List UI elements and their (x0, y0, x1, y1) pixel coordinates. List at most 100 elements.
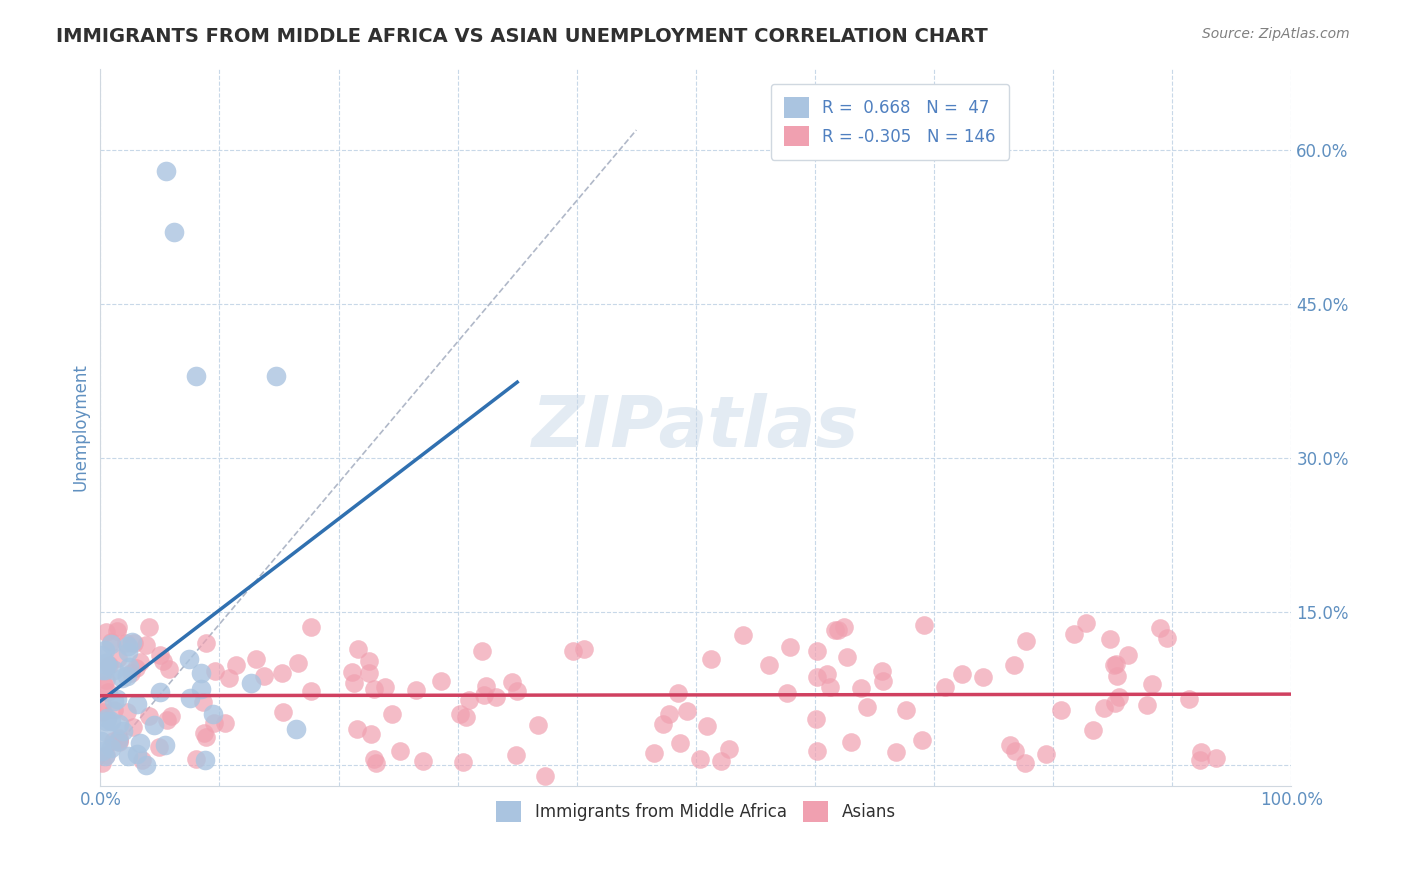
Point (194, 753, 217, 767)
Point (471, 644, 494, 658)
Point (1142, 676, 1164, 690)
Point (1104, 696, 1126, 710)
Point (94, 714, 117, 729)
Point (163, 226, 186, 240)
Point (100, 714, 122, 729)
Point (733, 628, 755, 642)
Point (475, 679, 498, 693)
Point (856, 699, 879, 714)
Point (775, 686, 797, 700)
Point (94, 625, 117, 640)
Point (225, 657, 247, 672)
Point (360, 727, 382, 741)
Point (457, 692, 479, 706)
Point (96, 710, 118, 724)
Point (204, 664, 226, 678)
Point (1116, 648, 1139, 662)
Point (849, 681, 872, 695)
Point (1092, 701, 1115, 715)
Point (90, 734, 112, 748)
Point (666, 686, 689, 700)
Point (135, 639, 157, 653)
Point (148, 740, 170, 755)
Point (972, 670, 994, 684)
Point (820, 680, 842, 694)
Point (449, 706, 471, 721)
Point (90, 697, 112, 711)
Point (357, 665, 380, 680)
Point (201, 707, 224, 722)
Point (717, 741, 740, 756)
Point (90, 756, 112, 770)
Point (346, 723, 368, 737)
Text: IMMIGRANTS FROM MIDDLE AFRICA VS ASIAN UNEMPLOYMENT CORRELATION CHART: IMMIGRANTS FROM MIDDLE AFRICA VS ASIAN U… (56, 27, 988, 45)
Point (94, 749, 117, 764)
Point (177, 652, 200, 666)
Point (94, 642, 117, 657)
Point (806, 670, 828, 684)
Y-axis label: Unemployment: Unemployment (72, 363, 89, 491)
Point (934, 680, 956, 694)
Point (572, 642, 595, 657)
Point (912, 618, 935, 632)
Point (115, 705, 138, 719)
Point (253, 669, 276, 683)
Point (101, 734, 124, 748)
Point (100, 741, 122, 756)
Point (1104, 657, 1126, 672)
Point (366, 756, 388, 770)
Point (94, 663, 117, 677)
Point (108, 717, 131, 731)
Point (117, 749, 139, 764)
Point (472, 688, 495, 702)
Point (152, 654, 174, 668)
Point (90, 664, 112, 678)
Point (128, 656, 150, 670)
Point (505, 748, 527, 763)
Point (103, 694, 125, 708)
Point (111, 723, 134, 738)
Legend: Immigrants from Middle Africa, Asians: Immigrants from Middle Africa, Asians (482, 788, 908, 835)
Point (950, 666, 973, 681)
Point (107, 620, 129, 634)
Point (117, 659, 139, 673)
Point (340, 665, 363, 679)
Point (157, 663, 180, 677)
Point (652, 717, 675, 731)
Point (804, 712, 827, 726)
Point (501, 675, 523, 690)
Point (239, 676, 262, 690)
Point (1004, 744, 1026, 758)
Point (696, 719, 718, 733)
Point (114, 636, 136, 650)
Point (117, 645, 139, 659)
Point (643, 746, 665, 760)
Point (97, 658, 120, 673)
Point (202, 716, 225, 731)
Point (669, 736, 692, 750)
Point (153, 738, 176, 752)
Point (287, 656, 309, 670)
Point (1156, 631, 1178, 645)
Point (454, 710, 477, 724)
Point (108, 733, 131, 747)
Point (363, 681, 385, 696)
Point (527, 718, 550, 732)
Point (347, 642, 370, 657)
Point (107, 734, 129, 748)
Point (96, 657, 118, 671)
Point (117, 639, 139, 653)
Point (125, 747, 148, 762)
Point (363, 752, 385, 766)
Point (815, 667, 838, 681)
Point (156, 713, 179, 727)
Point (837, 649, 859, 664)
Text: ZIPatlas: ZIPatlas (533, 392, 859, 462)
Point (301, 684, 323, 698)
Point (839, 735, 862, 749)
Point (195, 730, 218, 744)
Point (896, 703, 918, 717)
Point (1014, 756, 1036, 771)
Point (107, 651, 129, 665)
Point (149, 685, 172, 699)
